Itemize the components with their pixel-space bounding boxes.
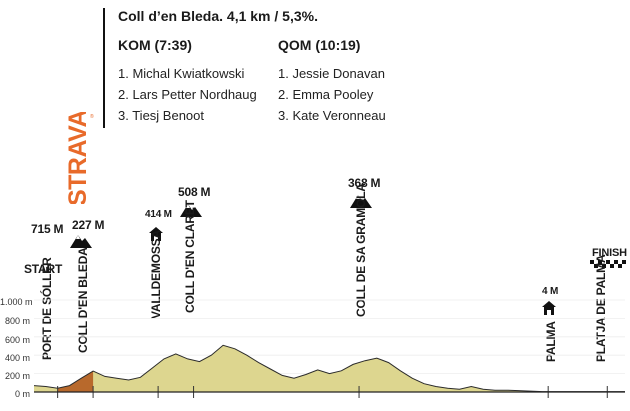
elevation-label: 414 M xyxy=(145,209,172,220)
qom-rider: 2. Emma Pooley xyxy=(278,87,374,102)
y-tick-label: 800 m xyxy=(4,316,30,326)
qom-list: 1. Jessie Donavan 2. Emma Pooley 3. Kate… xyxy=(278,63,386,126)
elevation-label: 368 M xyxy=(348,176,381,190)
profile-area xyxy=(34,345,625,392)
info-divider xyxy=(103,8,105,128)
kom-rider: 3. Tiesj Benoot xyxy=(118,108,204,123)
start-label: START xyxy=(24,262,63,276)
checkered-flag-icon xyxy=(590,260,626,268)
kom-list: 1. Michal Kwiatkowski 2. Lars Petter Nor… xyxy=(118,63,257,126)
gridlines xyxy=(34,299,625,375)
town-icon xyxy=(149,227,163,241)
kom-rider: 1. Michal Kwiatkowski xyxy=(118,66,245,81)
svg-text:®: ® xyxy=(90,113,94,120)
y-tick-label: 1.000 m xyxy=(0,297,33,307)
town-icon xyxy=(542,301,556,315)
elevation-label: 227 M xyxy=(72,218,105,232)
elevation-label: 4 M xyxy=(542,286,559,297)
summit-elevation: 715 M xyxy=(31,222,64,236)
mountain-icon xyxy=(70,235,92,248)
strava-logo-text: STRAVA xyxy=(64,112,92,204)
segment-title: Coll d’en Bleda. 4,1 km / 5,3%. xyxy=(118,8,318,24)
elevation-label: 508 M xyxy=(178,185,211,199)
mountain-icon xyxy=(180,204,202,217)
qom-heading: QOM (10:19) xyxy=(278,37,361,53)
profile-line xyxy=(33,344,625,393)
y-tick-label: 600 m xyxy=(4,335,30,345)
kom-heading: KOM (7:39) xyxy=(118,37,192,53)
finish-label: FINISH xyxy=(592,247,627,259)
y-tick-label: 200 m xyxy=(4,371,30,381)
mountain-icon xyxy=(350,195,372,208)
strava-logo: STRAVA ® xyxy=(64,112,94,204)
y-tick-label: 0 m xyxy=(14,389,30,399)
y-tick-label: 400 m xyxy=(4,353,30,363)
qom-rider: 3. Kate Veronneau xyxy=(278,108,386,123)
kom-rider: 2. Lars Petter Nordhaug xyxy=(118,87,257,102)
qom-rider: 1. Jessie Donavan xyxy=(278,66,385,81)
